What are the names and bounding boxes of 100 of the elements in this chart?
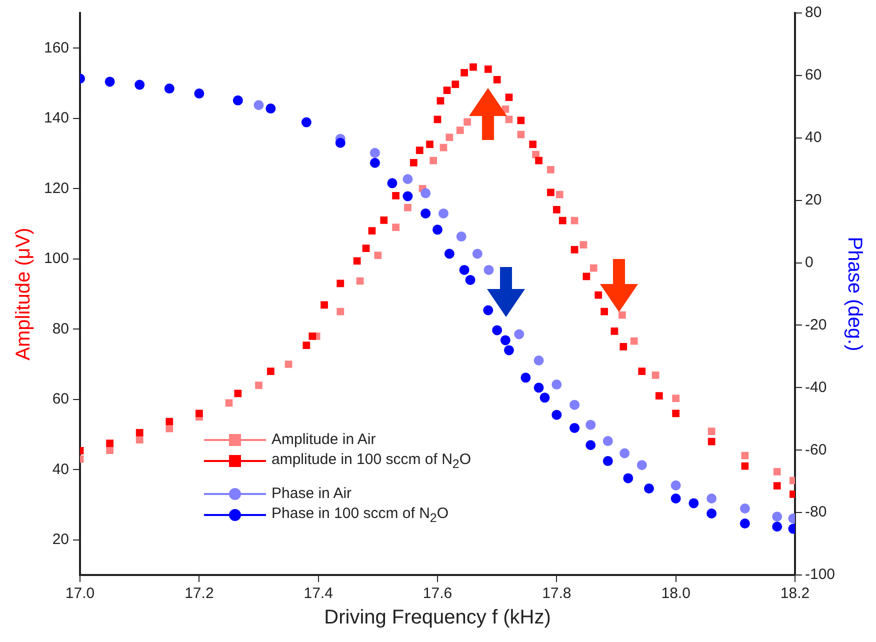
y2-tick-label: 80 <box>804 4 822 22</box>
point <box>582 272 590 280</box>
point <box>630 337 638 345</box>
y2-tick-label: 40 <box>804 129 822 146</box>
point <box>602 436 613 446</box>
y-tick-label: 40 <box>52 460 70 478</box>
y2-tick-label: 60 <box>804 66 822 84</box>
point <box>655 392 663 400</box>
point <box>741 462 749 470</box>
point <box>652 371 660 379</box>
point <box>672 394 680 402</box>
point <box>556 190 564 198</box>
point <box>773 482 781 490</box>
point <box>134 80 145 90</box>
point <box>465 274 476 285</box>
point <box>380 216 388 224</box>
point <box>505 116 513 124</box>
point <box>166 418 174 426</box>
point <box>470 63 477 71</box>
point <box>618 311 626 319</box>
x-tick-label: 17.8 <box>542 585 572 602</box>
point <box>547 188 554 196</box>
point <box>104 76 115 87</box>
y2-tick-label: 0 <box>804 254 814 271</box>
x-tick-label: 17.0 <box>65 585 95 602</box>
point <box>402 191 413 202</box>
point <box>440 144 448 152</box>
point <box>552 206 560 214</box>
y2-tick-label: -20 <box>804 316 827 334</box>
point <box>623 473 634 484</box>
point <box>266 104 276 114</box>
y-tick-label: 160 <box>44 39 70 56</box>
point <box>484 66 492 73</box>
point <box>773 468 781 476</box>
point <box>740 503 750 514</box>
point <box>392 192 400 200</box>
point <box>620 448 630 458</box>
point <box>320 301 328 309</box>
y2-tick-label: -40 <box>804 378 827 396</box>
point <box>456 232 466 242</box>
point <box>504 345 514 356</box>
point <box>708 438 716 446</box>
point <box>529 140 537 148</box>
point <box>532 150 540 158</box>
point <box>416 146 424 154</box>
point <box>136 429 144 436</box>
point <box>590 264 598 272</box>
point <box>232 95 243 106</box>
point <box>374 252 382 260</box>
point <box>484 264 494 275</box>
point <box>255 382 262 390</box>
point <box>106 440 114 447</box>
point <box>284 360 292 368</box>
x-tick-label: 18.2 <box>780 585 810 602</box>
point <box>370 158 380 168</box>
point <box>472 248 482 259</box>
point <box>534 356 544 366</box>
point <box>225 399 233 407</box>
point <box>392 224 400 231</box>
legend-label: amplitude in 100 sccm of N$_{2}$O <box>272 450 472 470</box>
point <box>420 188 431 198</box>
y-axis-title: Amplitude (μV) <box>12 228 35 360</box>
point <box>301 117 312 128</box>
y-tick-label: 20 <box>52 531 70 548</box>
point <box>254 100 264 110</box>
x-tick-label: 17.6 <box>422 585 452 602</box>
point <box>670 494 681 504</box>
point <box>436 97 444 104</box>
x-axis-title: Driving Frequency f (kHz) <box>324 606 551 629</box>
point <box>456 126 464 134</box>
point <box>336 280 344 288</box>
point <box>308 332 316 340</box>
point <box>493 76 501 84</box>
y2-tick-label: -60 <box>804 441 827 458</box>
point <box>464 118 471 126</box>
point <box>740 518 750 528</box>
point <box>402 174 413 184</box>
point <box>636 460 647 470</box>
y2-tick-label: -80 <box>804 504 827 521</box>
point <box>670 480 681 490</box>
point <box>552 380 562 390</box>
point <box>267 368 274 375</box>
point <box>234 390 242 398</box>
point <box>558 216 566 224</box>
point <box>580 241 588 249</box>
point <box>460 69 468 76</box>
point <box>520 372 531 383</box>
point <box>570 246 578 254</box>
point <box>356 277 364 285</box>
point <box>534 382 544 393</box>
point <box>706 508 717 518</box>
point <box>540 392 550 403</box>
point <box>370 148 380 158</box>
point <box>586 420 596 430</box>
point <box>547 166 554 174</box>
point <box>432 224 443 235</box>
point <box>459 264 470 275</box>
x-tick-label: 18.0 <box>661 585 690 602</box>
point <box>600 308 608 316</box>
y2-tick-label: -100 <box>804 566 836 584</box>
